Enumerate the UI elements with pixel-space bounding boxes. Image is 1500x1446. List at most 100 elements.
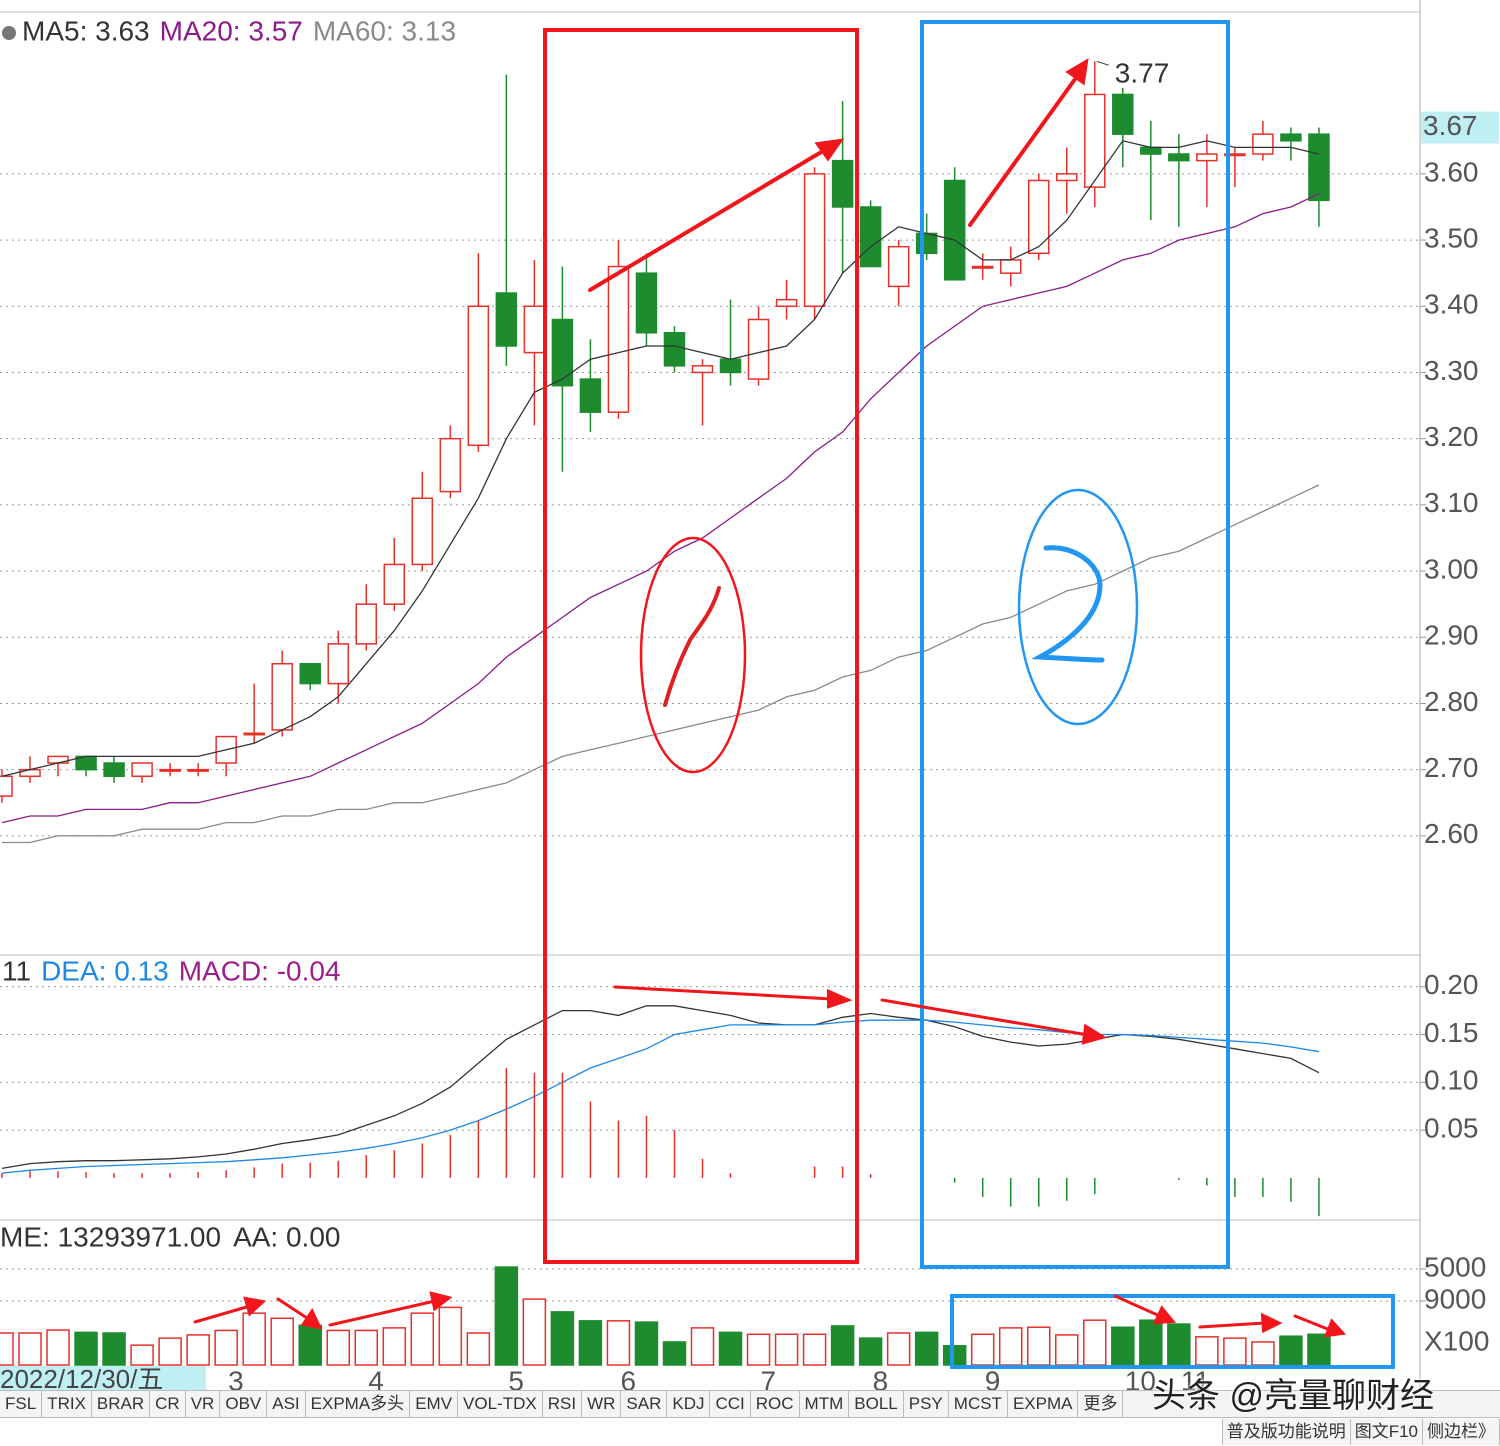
tab[interactable]: CR [150,1391,186,1417]
tab[interactable]: VR [186,1391,221,1417]
y-tick-label: 3.20 [1424,421,1479,452]
candle-body [943,179,966,281]
legend-entry: MA20: 3.57 [160,15,303,46]
candle-body [1252,133,1274,155]
candle-body [1280,133,1302,142]
cursor-date: 2022/12/30/五 [0,1366,206,1390]
candle-body [1112,93,1134,135]
candle-body [859,206,882,268]
candle-body [131,762,153,778]
y-tick-label: 3.60 [1424,156,1479,187]
chart: 2.60 2.70 2.80 2.90 3.00 3.10 3.20 3.30 3.40 3.50… [0,0,1500,1390]
y-tick-label: 3.10 [1424,487,1479,518]
tab[interactable]: WR [582,1391,622,1417]
hand-annotations [193,20,1395,1369]
volume-bar [438,1306,463,1366]
tab[interactable]: TRIX [42,1391,92,1417]
max-pointer [1096,60,1109,66]
volume-bar [270,1317,294,1366]
y-tick-label: 3.40 [1424,289,1479,320]
candle-body [915,232,938,255]
volume-bar [1026,1326,1051,1366]
candle-body [159,768,181,772]
volume-bar [1251,1341,1275,1366]
candle-body [663,331,686,367]
volume-bar [382,1327,407,1366]
ma-line [1,140,1320,777]
candle-body [831,159,854,208]
candle-body [607,265,630,413]
highlight-box [543,28,859,1264]
highlight-box [920,20,1230,1269]
volume-bar [354,1329,379,1366]
candle-body [635,272,658,334]
candle-body [1027,179,1050,255]
background [0,0,1500,1390]
volume-bar [1111,1326,1135,1366]
circle-annotation [639,536,747,774]
candle-body [999,259,1022,274]
y-tick-label: 3.30 [1424,355,1479,386]
volume-bar [18,1332,42,1366]
candle-body [1084,93,1106,188]
unit-label: X100 [1424,1325,1489,1356]
candle-body [243,732,265,736]
tab[interactable]: MTM [800,1391,850,1417]
volume-bar [970,1333,995,1366]
candle-body [47,755,69,764]
tab[interactable]: RSI [543,1391,583,1417]
volume-bar [578,1320,603,1366]
tab[interactable]: ROC [751,1391,800,1417]
tab[interactable]: 更多 [1078,1391,1124,1417]
highlight-box [950,1294,1395,1369]
volume-bar [0,1332,14,1366]
volume-bar [662,1341,687,1366]
x-tick-label: 4 [368,1365,384,1390]
candle-body [747,318,770,380]
tab[interactable]: EXPMA [1008,1391,1079,1417]
tab[interactable]: EXPMA多头 [306,1391,411,1417]
arrow [613,985,834,1001]
y-tick-label: 2.80 [1424,686,1479,717]
candle-body [271,662,293,731]
tab[interactable]: CCI [710,1391,751,1417]
tab[interactable]: VOL-TDX [458,1391,543,1417]
tab[interactable]: 普及版功能说明 [1223,1419,1351,1445]
tab[interactable]: 图文F10 [1351,1419,1423,1445]
candle-body [579,378,602,413]
legend-entry: 11 [2,955,31,986]
y-tick-label: 3.50 [1424,222,1479,253]
candle-body [1224,153,1246,157]
volume-bar [410,1312,435,1366]
volume-bar [522,1298,547,1366]
arrow-head [1323,1318,1347,1338]
y-tick-label: 2.90 [1424,620,1479,651]
tab[interactable]: ASI [267,1391,306,1417]
candle-body [383,563,406,605]
volume-bar [1307,1333,1331,1366]
candle-body [495,292,518,347]
volume-bar [550,1311,575,1366]
tab[interactable]: EMV [410,1391,459,1417]
tab[interactable]: MCST [949,1391,1008,1417]
candle-body [355,603,378,645]
x-tick-label: 10 [1125,1365,1156,1390]
volume-bar [130,1344,154,1366]
tab[interactable]: PSY [904,1391,949,1417]
legend-entry: ME: 13293971.00 [0,1221,221,1252]
tab[interactable]: BRAR [92,1391,151,1417]
volume-bar [886,1332,911,1366]
tab[interactable]: 侧边栏》 [1423,1419,1500,1445]
volume-bar [1195,1336,1219,1366]
arrows [193,58,1347,1338]
tab[interactable]: KDJ [667,1391,711,1417]
tab[interactable]: BOLL [849,1391,904,1417]
watermark: 头条 @亮量聊财经 [1152,1377,1434,1415]
tab[interactable]: FSL [0,1391,43,1417]
legend-entry: MA60: 3.13 [313,15,456,46]
volume-bar [158,1337,182,1366]
tab[interactable]: SAR [621,1391,668,1417]
arrow-head [243,1296,267,1317]
tab[interactable]: OBV [220,1391,268,1417]
